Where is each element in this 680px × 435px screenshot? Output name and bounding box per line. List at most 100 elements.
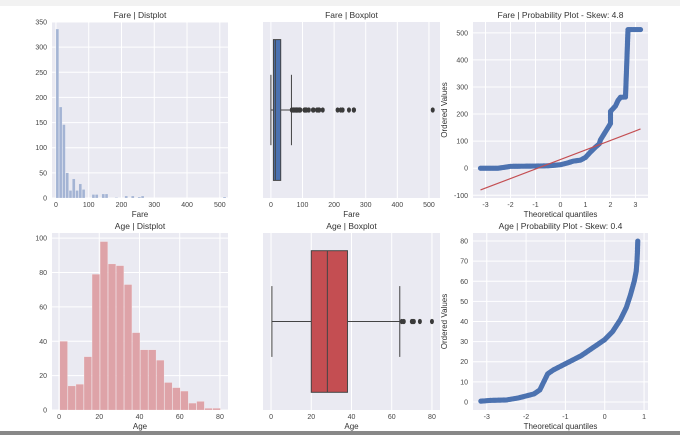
histogram-bar — [72, 178, 76, 199]
y-tick-label: 20 — [460, 359, 468, 366]
subplot-title: Age | Probability Plot - Skew: 0.4 — [499, 221, 623, 231]
y-axis-label: Ordered Values — [440, 82, 449, 137]
histogram-bar — [67, 385, 76, 411]
histogram-bar — [222, 196, 227, 199]
y-tick-label: 300 — [456, 84, 468, 91]
histogram-bar — [65, 172, 69, 199]
x-tick-label: 0 — [54, 202, 58, 209]
y-tick-label: 300 — [35, 45, 47, 52]
x-tick-label: 3 — [634, 202, 638, 209]
x-tick-label: 1 — [642, 414, 646, 421]
subplot-title: Age | Boxplot — [326, 221, 377, 231]
outlier-point — [335, 107, 340, 113]
box-iqr — [272, 39, 282, 181]
x-axis-label: Age — [133, 422, 148, 431]
y-tick-label: 500 — [456, 30, 468, 37]
subplot-fare_dist: 0 100 200 300 400 500 0 50 100 150 200 250 300 350 Far… — [35, 10, 228, 219]
histogram-bar — [132, 332, 141, 411]
histogram-bar — [124, 284, 133, 411]
x-tick-label: 20 — [307, 414, 315, 421]
outlier-point — [306, 107, 311, 113]
outlier-point — [311, 107, 316, 113]
y-tick-label: 100 — [456, 139, 468, 146]
histogram-bar — [59, 341, 68, 411]
outlier-point — [317, 107, 322, 113]
histogram-bar — [68, 190, 73, 199]
subplot-fare_box: 0 100 200 300 400 500 Fare | Boxplot Fare — [263, 10, 440, 219]
histogram-bar — [148, 349, 157, 411]
histogram-bar — [78, 183, 82, 199]
y-axis-label: Ordered Values — [440, 294, 449, 349]
x-tick-label: -3 — [484, 414, 490, 421]
y-tick-label: -100 — [454, 193, 468, 200]
x-tick-label: -1 — [562, 414, 568, 421]
x-tick-label: 0 — [269, 202, 273, 209]
x-tick-label: 60 — [176, 414, 184, 421]
subplot-fare_qq: -3 -2 -1 0 1 2 3 -100 0 100 200 300 400 500 Fare | Pro… — [440, 10, 648, 219]
histogram-bar — [75, 190, 79, 199]
y-tick-label: 400 — [456, 57, 468, 64]
outlier-point — [298, 107, 303, 113]
box-iqr — [310, 250, 348, 393]
histogram-bar — [62, 124, 66, 199]
x-tick-label: 200 — [328, 202, 340, 209]
histogram-bar — [131, 195, 135, 199]
histogram-bar — [91, 194, 96, 199]
histogram-bar — [116, 265, 125, 411]
qq-fit-line — [480, 128, 641, 191]
x-tick-label: 500 — [423, 202, 435, 209]
x-tick-label: 20 — [95, 414, 103, 421]
outlier-point — [346, 107, 351, 113]
y-tick-label: 60 — [460, 279, 468, 286]
subplot-title: Age | Distplot — [115, 221, 166, 231]
histogram-bar — [91, 274, 100, 411]
y-tick-label: 0 — [464, 399, 468, 406]
x-tick-label: 2 — [609, 202, 613, 209]
outlier-point — [352, 107, 357, 113]
y-tick-label: 100 — [35, 236, 47, 243]
x-tick-label: 60 — [388, 414, 396, 421]
y-tick-label: 80 — [460, 239, 468, 246]
subplot-age_box: 0 20 40 60 80 Age | Boxplot Age — [263, 221, 440, 431]
histogram-bar — [108, 263, 116, 411]
axes-background — [52, 22, 228, 198]
y-tick-label: 0 — [43, 196, 47, 203]
window-top-bar — [0, 0, 680, 6]
y-tick-label: 150 — [35, 120, 47, 127]
histogram-bar — [140, 195, 145, 199]
outlier-point — [417, 318, 422, 325]
y-tick-label: 50 — [39, 170, 47, 177]
histogram-bar — [164, 382, 173, 411]
y-tick-label: 40 — [39, 339, 47, 346]
outlier-point — [430, 107, 435, 113]
x-tick-label: 40 — [136, 414, 144, 421]
outlier-point — [340, 107, 345, 113]
qq-point — [635, 238, 641, 244]
x-axis-label: Age — [344, 422, 359, 431]
x-tick-label: 40 — [348, 414, 356, 421]
histogram-bar — [83, 356, 92, 411]
subplot-title: Fare | Probability Plot - Skew: 4.8 — [498, 10, 624, 20]
y-tick-label: 70 — [460, 259, 468, 266]
x-axis-label: Theoretical quantiles — [524, 210, 598, 219]
window-bottom-bar — [0, 431, 680, 435]
histogram-bar — [124, 195, 128, 199]
histogram-bar — [114, 197, 118, 199]
x-tick-label: -2 — [523, 414, 529, 421]
x-tick-label: -1 — [532, 202, 538, 209]
x-tick-label: 0 — [269, 414, 273, 421]
outlier-point — [411, 318, 416, 325]
histogram-bar — [75, 384, 84, 411]
subplot-age_dist: 0 20 40 60 80 0 20 40 60 80 100 Age | Distplot Age — [35, 221, 228, 431]
x-tick-label: 80 — [428, 414, 436, 421]
histogram-bar — [82, 189, 86, 199]
y-tick-label: 60 — [39, 304, 47, 311]
y-tick-label: 50 — [460, 299, 468, 306]
y-tick-label: 200 — [35, 95, 47, 102]
histogram-bar — [99, 241, 108, 411]
outlier-point — [429, 318, 434, 325]
y-tick-label: 80 — [39, 270, 47, 277]
x-tick-label: 400 — [391, 202, 403, 209]
